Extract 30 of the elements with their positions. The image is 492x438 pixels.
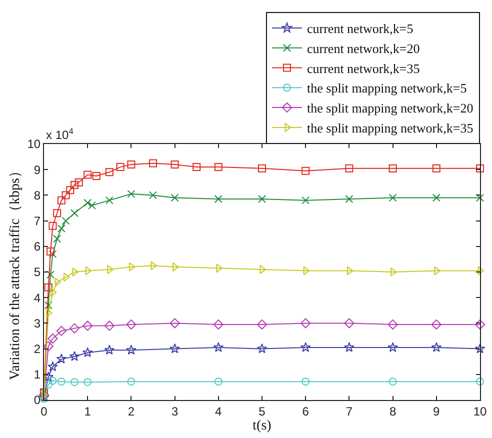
- x-tick-label: 7: [346, 404, 353, 418]
- y-tick-label: 2: [34, 342, 41, 356]
- y-tick-label: 4: [34, 290, 41, 305]
- x-tick-label: 8: [389, 404, 396, 418]
- y-tick-label: 8: [34, 188, 41, 202]
- x-tick-label: 1: [84, 404, 92, 418]
- y-axis-title: Variation of the attack traffic（kbps）: [8, 164, 23, 380]
- legend-label: current network,k=20: [307, 40, 420, 56]
- legend-label: the split mapping network,k=20: [307, 100, 474, 116]
- y-tick-label: 9: [34, 162, 41, 177]
- x-tick-label: 5: [258, 404, 266, 418]
- y-tick-label: 6: [34, 240, 41, 254]
- legend-label: the split mapping network,k=5: [307, 80, 467, 96]
- y-tick-label: 0: [34, 393, 41, 408]
- x-tick-label: 6: [302, 404, 310, 418]
- x-tick-label: 3: [171, 404, 178, 418]
- legend-label: the split mapping network,k=35: [307, 120, 474, 136]
- legend-label: current network,k=5: [307, 21, 414, 36]
- x-tick-label: 2: [128, 404, 135, 418]
- y-tick-label: 1: [34, 368, 41, 382]
- x-tick-label: 10: [473, 404, 487, 418]
- text: x 10$^{4}$: [46, 126, 74, 142]
- y-tick-label: 5: [34, 265, 41, 280]
- x-axis-title: t(s): [252, 418, 272, 434]
- x-tick-label: 4: [215, 404, 222, 418]
- y-tick-label: 7: [34, 214, 41, 228]
- y-tick-label: 10: [27, 137, 41, 152]
- legend-label: current network,k=35: [307, 60, 420, 76]
- x-tick-label: 9: [433, 404, 440, 418]
- y-tick-label: 3: [34, 316, 41, 330]
